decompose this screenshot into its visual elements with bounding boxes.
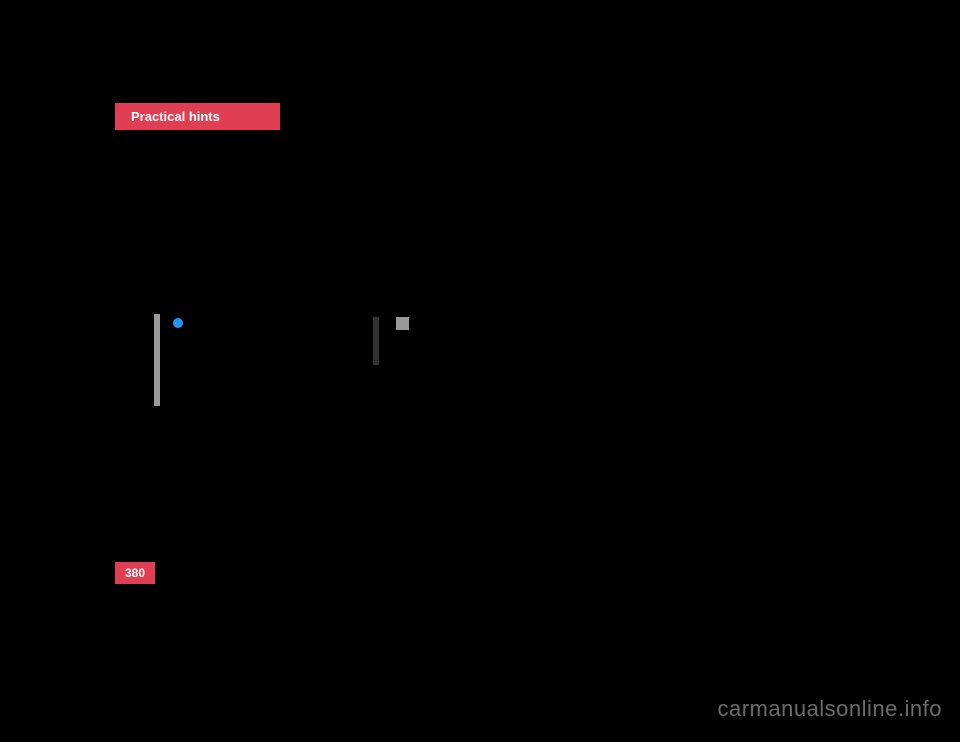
section-header-tab: Practical hints [115, 103, 280, 130]
watermark-text: carmanualsonline.info [717, 696, 942, 722]
note-sidebar-rule [154, 314, 160, 406]
watermark-label: carmanualsonline.info [717, 696, 942, 721]
page-number-value: 380 [125, 566, 145, 580]
info-icon [173, 318, 183, 328]
secondary-sidebar-rule [373, 317, 379, 365]
bullet-marker [396, 317, 409, 330]
section-title: Practical hints [131, 109, 220, 124]
page-number-badge: 380 [115, 562, 155, 584]
